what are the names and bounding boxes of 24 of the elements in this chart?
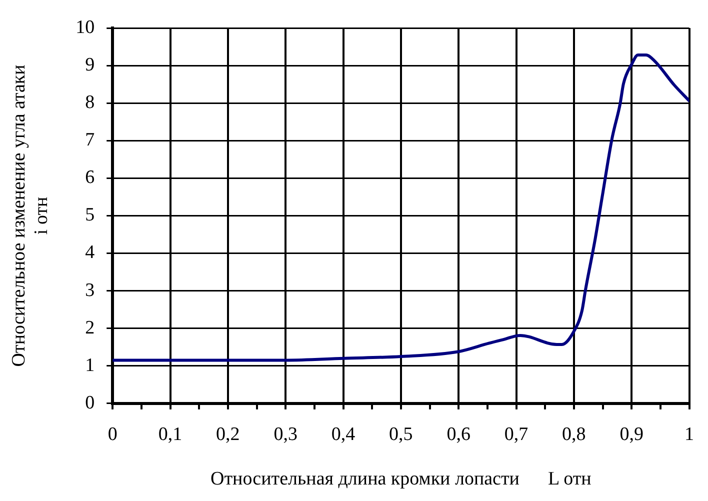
x-tick-label: 0,1 [158,424,182,445]
y-tick-label: 1 [85,354,95,376]
x-tick-label: 0 [108,424,118,445]
y-tick-label: 9 [85,54,95,76]
y-tick-label: 0 [85,392,95,414]
x-tick-label: 1 [684,424,694,445]
y-tick-label: 4 [85,242,96,264]
x-axis-title: Относительная длина кромки лопасти L отн [210,468,592,490]
y-tick-label: 6 [85,167,95,188]
y-tick-label: 2 [85,317,95,338]
x-tick-label: 0,3 [274,424,298,445]
x-tick-label: 0,9 [620,424,644,445]
y-tick-label: 3 [85,280,95,301]
x-tick-label: 0,5 [389,424,413,445]
y-tick-label: 7 [85,130,95,151]
x-tick-label: 0,4 [331,424,356,445]
x-tick-label: 0,8 [562,424,586,445]
y-tick-label: 10 [76,16,95,38]
y-tick-label: 5 [85,204,95,226]
y-axis-title: Относительное изменение угла атаки i отн [8,64,52,367]
x-tick-label: 0,2 [216,424,240,445]
x-tick-label: 0,6 [446,424,470,445]
y-tick-label: 8 [85,92,95,114]
x-tick-label: 0,7 [504,424,528,445]
